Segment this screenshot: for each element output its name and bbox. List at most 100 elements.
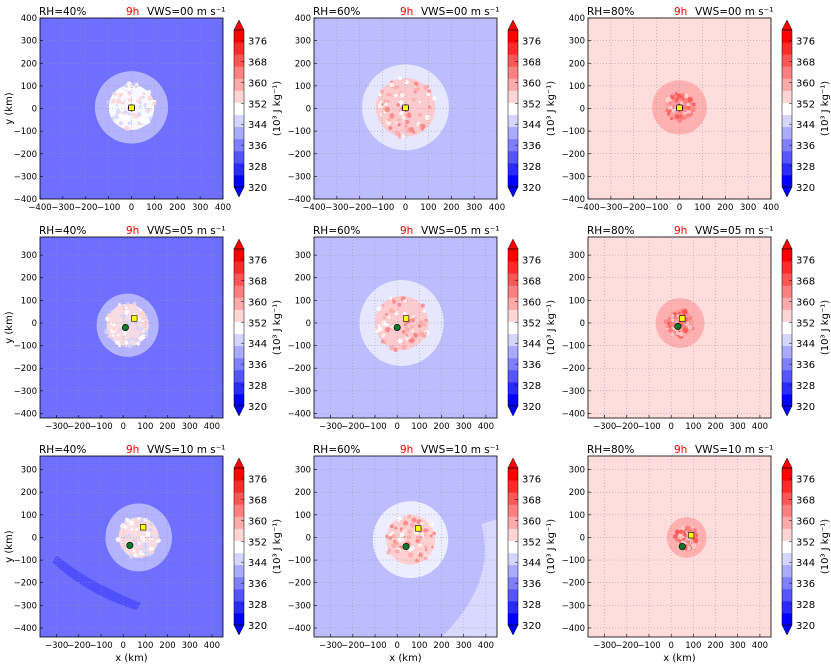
panel-9: −300−200−100 0 100 200 300 400−400−300−200−10… [562, 444, 831, 664]
colorbar-min-arrow [781, 186, 793, 198]
speckle [137, 517, 141, 520]
colorbar-segment [508, 333, 518, 347]
speckle [413, 87, 419, 93]
y-axis-label: y (km) [4, 311, 15, 344]
y-tick-label: −300 [562, 172, 585, 182]
panel-title-rh: RH=60% [313, 225, 360, 237]
colorbar-tick-label: 368 [248, 495, 267, 506]
panel-title-rh: RH=80% [587, 225, 634, 237]
heatmap-field [588, 456, 771, 637]
x-tick-label: 300 [730, 641, 746, 651]
speckle [384, 102, 389, 106]
colorbar-segment [782, 174, 792, 188]
colorbar-segment [508, 600, 518, 614]
speckle [130, 336, 135, 341]
y-tick-label: 200 [21, 59, 37, 69]
colorbar-segment [234, 357, 244, 371]
speckle [668, 101, 672, 105]
colorbar-segment [782, 345, 792, 359]
colorbar-segment [234, 102, 244, 116]
y-tick-label: 400 [21, 14, 37, 24]
x-tick-label: 300 [456, 422, 472, 432]
speckle [116, 333, 120, 337]
colorbar-tick-label: 336 [796, 579, 815, 590]
speckle [141, 95, 146, 99]
colorbar-segment [508, 42, 518, 55]
y-tick-label: 100 [295, 296, 311, 306]
x-tick-label: 400 [489, 203, 505, 213]
speckle [385, 326, 391, 333]
x-tick-label: 0 [394, 422, 399, 432]
y-tick-label: −100 [14, 127, 37, 137]
colorbar-max-arrow [507, 238, 519, 250]
colorbar-tick-label: 352 [522, 537, 541, 548]
colorbar-segment [508, 321, 518, 335]
speckle [139, 311, 144, 316]
x-tick-label: 200 [443, 203, 459, 213]
colorbar-segment [508, 345, 518, 359]
x-tick-label: −300 [51, 203, 74, 213]
x-tick-label: 400 [204, 641, 220, 651]
speckle [140, 334, 146, 340]
speckle [378, 93, 382, 97]
y-tick-label: −400 [288, 409, 311, 419]
speckle [413, 332, 419, 338]
y-tick-label: 0 [306, 105, 311, 115]
colorbar-tick-label: 320 [248, 183, 267, 194]
y-tick-label: 200 [295, 488, 311, 498]
speckle [432, 531, 437, 536]
x-tick-label: 400 [752, 422, 768, 432]
speckle [418, 320, 424, 326]
speckle [384, 106, 391, 113]
colorbar-segment [782, 138, 792, 152]
colorbar-segment [234, 297, 244, 310]
speckle [135, 522, 140, 527]
yellow-marker [131, 315, 138, 322]
colorbar-segment [508, 297, 518, 310]
colorbar-tick-label: 368 [522, 495, 541, 506]
speckle [681, 92, 685, 96]
speckle [127, 97, 133, 103]
colorbar-segment [782, 66, 792, 79]
colorbar-segment [234, 588, 244, 602]
colorbar-segment [782, 540, 792, 554]
y-tick-label: 0 [32, 533, 37, 543]
speckle [151, 543, 154, 546]
colorbar-tick-label: 320 [522, 183, 541, 194]
y-axis-label: y (km) [4, 92, 15, 125]
colorbar-tick-label: 368 [796, 57, 815, 68]
speckle [411, 517, 417, 523]
panel-2: −400 −300 −200 −100 0 100 200 300 400−400−300−20… [288, 6, 557, 213]
y-tick-label: −100 [562, 127, 585, 137]
speckle [140, 536, 144, 541]
colorbar-max-arrow [233, 19, 245, 31]
colorbar-segment [234, 540, 244, 554]
speckle [376, 306, 382, 311]
colorbar-tick-label: 360 [248, 516, 267, 527]
colorbar-segment [234, 261, 244, 274]
y-tick-label: 100 [21, 82, 37, 92]
speckle [123, 531, 127, 535]
y-tick-label: 200 [569, 59, 585, 69]
y-tick-label: 0 [580, 105, 585, 115]
speckle [422, 309, 426, 313]
speckle [403, 520, 409, 526]
speckle [132, 302, 137, 306]
colorbar-tick-label: 376 [522, 474, 541, 485]
speckle [147, 107, 151, 112]
speckle [118, 530, 122, 534]
colorbar-segment [782, 393, 792, 407]
colorbar-tick-label: 320 [796, 402, 815, 413]
colorbar-tick-label: 368 [522, 57, 541, 68]
green-marker [393, 323, 401, 331]
colorbar-segment [234, 381, 244, 395]
y-tick-label: −400 [562, 624, 585, 634]
speckle [429, 534, 433, 538]
y-tick-label: −200 [562, 364, 585, 374]
speckle [385, 534, 389, 539]
colorbar-segment [508, 162, 518, 176]
x-tick-label: 400 [215, 203, 231, 213]
y-tick-label: −200 [14, 364, 37, 374]
y-tick-label: −200 [14, 150, 37, 160]
x-tick-label: 100 [137, 422, 153, 432]
